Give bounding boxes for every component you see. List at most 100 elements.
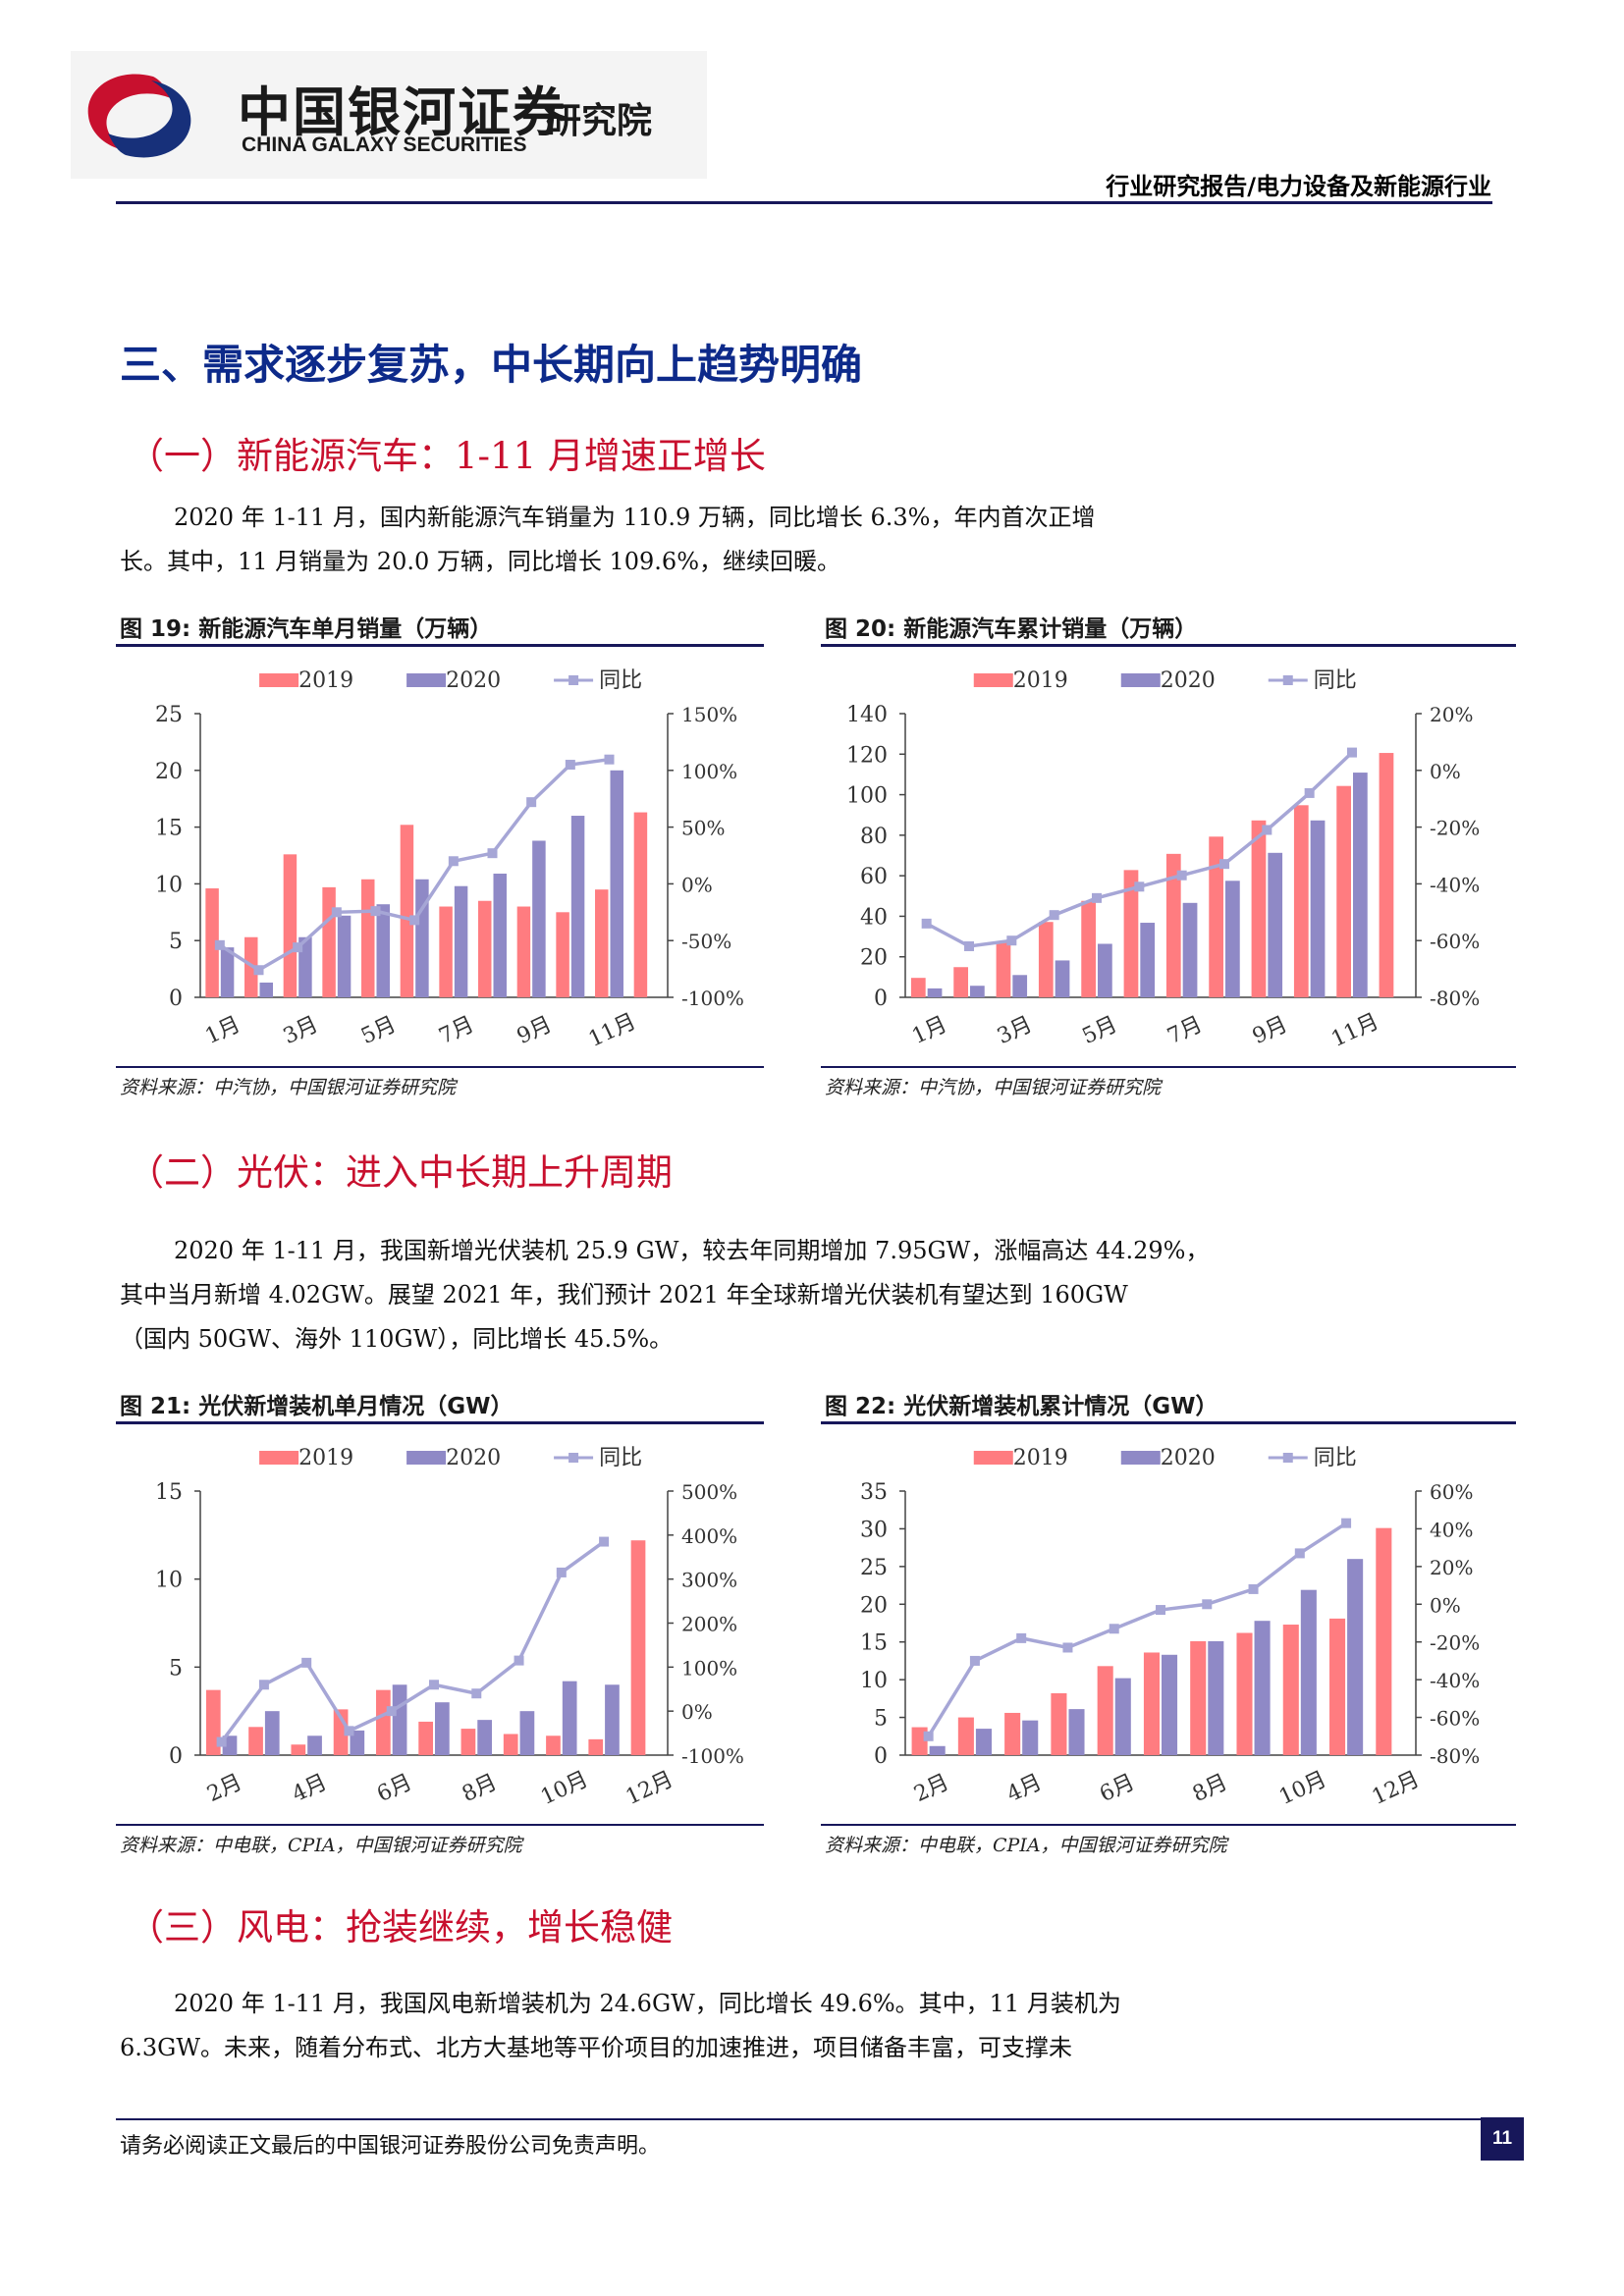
yoy-point	[514, 1655, 524, 1666]
bar-2019	[546, 1735, 561, 1755]
y-tick-label: 0	[169, 1744, 183, 1769]
bar-2020	[1140, 923, 1156, 997]
y-tick-label: 20	[860, 1593, 888, 1618]
y-tick-label: 15	[155, 817, 183, 841]
bar-2019	[1251, 820, 1267, 997]
y-tick-label: 140	[846, 703, 888, 727]
bar-2019	[1190, 1640, 1207, 1755]
bar-2020	[975, 1729, 992, 1755]
yoy-point	[429, 1680, 439, 1690]
bar-2019	[439, 906, 453, 997]
y-tick-label: 100	[846, 784, 888, 809]
page-number: 11	[1481, 2117, 1524, 2161]
x-tick-label: 5月	[357, 1012, 400, 1049]
header-divider	[116, 201, 1492, 204]
figure-rule	[116, 1066, 764, 1068]
y-tick-label: 5	[169, 930, 183, 954]
bar-2020	[264, 1711, 280, 1755]
x-tick-label: 3月	[280, 1012, 322, 1049]
legend-marker-yoy	[568, 675, 579, 685]
y-tick-label: 5	[169, 1656, 183, 1681]
bar-2019	[1051, 1692, 1067, 1755]
yoy-point	[1262, 825, 1272, 835]
bar-2020	[454, 885, 468, 997]
yoy-point	[253, 965, 264, 976]
yoy-point	[923, 1731, 934, 1741]
yoy-line	[925, 751, 1354, 948]
bar-2019	[1376, 1527, 1392, 1755]
yoy-point	[386, 1706, 397, 1717]
y2-tick-label: 50%	[681, 817, 725, 840]
y2-tick-label: 60%	[1430, 1480, 1473, 1504]
bar-2019	[953, 967, 968, 997]
yoy-point	[448, 856, 459, 867]
bar-2020	[1225, 881, 1240, 997]
yoy-point	[1109, 1624, 1119, 1634]
legend-label: 同比	[1314, 1446, 1357, 1470]
bar-2020	[1300, 1589, 1317, 1755]
y-tick-label: 20	[155, 760, 183, 784]
legend-swatch-2020	[406, 1451, 447, 1465]
bar-2020	[435, 1702, 450, 1755]
chart-pv-monthly: 2019 2020 同比 0 5 10 15 -100% 0% 100% 200% 300% 400% 5…	[155, 1446, 744, 1810]
y2-tick-label: 100%	[681, 760, 737, 783]
legend-marker-yoy	[568, 1453, 579, 1463]
figure-rule	[116, 1824, 764, 1826]
bar-2019	[1336, 785, 1351, 997]
bar-2019	[248, 1727, 263, 1755]
y2-tick-label: 200%	[681, 1613, 737, 1636]
y-tick-label: 120	[846, 743, 888, 768]
bar-2020	[1353, 773, 1368, 997]
yoy-point	[293, 942, 303, 953]
yoy-point	[604, 754, 615, 765]
bar-2019	[1004, 1712, 1021, 1755]
yoy-point	[1006, 935, 1017, 946]
report-type: 行业研究报告/电力设备及新能源行业	[1106, 173, 1491, 200]
figure-title: 图 20: 新能源汽车累计销量（万辆）	[825, 616, 1198, 642]
yoy-point	[1219, 859, 1229, 870]
x-tick-label: 6月	[1096, 1770, 1138, 1807]
bar-2020	[1162, 1654, 1178, 1755]
bar-2019	[911, 1727, 928, 1755]
figure-rule	[821, 1066, 1516, 1068]
yoy-point	[556, 1567, 567, 1577]
figure-title: 图 21: 光伏新增装机单月情况（GW）	[120, 1394, 514, 1419]
figure-title: 图 19: 新能源汽车单月销量（万辆）	[120, 616, 493, 642]
y2-tick-label: 300%	[681, 1569, 737, 1592]
bar-2019	[1081, 900, 1096, 997]
legend-marker-yoy	[1282, 1453, 1293, 1463]
bar-2019	[1038, 922, 1054, 997]
x-tick-label: 11月	[1327, 1009, 1382, 1052]
bar-2020	[220, 947, 235, 997]
subsection-title-wind: （三）风电：抢装继续，增长稳健	[128, 1906, 673, 1949]
footer-divider	[116, 2118, 1492, 2120]
paragraph-line: 6.3GW。未来，随着分布式、北方大基地等平价项目的加速推进，项目储备丰富，可支…	[120, 2034, 1073, 2061]
x-tick-label: 3月	[994, 1012, 1036, 1049]
y2-tick-label: 20%	[1430, 1556, 1473, 1579]
subsection-title-ev: （一）新能源汽车：1-11 月增速正增长	[128, 435, 766, 477]
y-tick-label: 15	[155, 1480, 183, 1505]
legend-swatch-2019	[259, 1451, 299, 1465]
bar-2020	[970, 986, 985, 997]
bar-2019	[595, 889, 609, 997]
chart-ev-cumulative: 2019 2020 同比 0 20 40 60 80 100 120 140 -80% -60% -40%…	[846, 668, 1480, 1052]
x-tick-label: 2月	[203, 1770, 245, 1807]
figure-source: 资料来源：中电联，CPIA，中国银河证券研究院	[825, 1835, 1227, 1856]
bar-2019	[376, 1689, 391, 1755]
bar-2019	[516, 906, 531, 997]
x-tick-label: 6月	[373, 1770, 415, 1807]
legend-swatch-2020	[406, 673, 447, 687]
legend-label: 2020	[446, 668, 501, 693]
x-tick-label: 1月	[201, 1012, 244, 1049]
figure-rule	[116, 644, 764, 647]
y2-tick-label: 0%	[1430, 1593, 1461, 1617]
y2-tick-label: 500%	[681, 1480, 737, 1504]
legend-swatch-2019	[973, 1451, 1013, 1465]
x-tick-label: 7月	[1164, 1012, 1206, 1049]
legend-label: 同比	[599, 1446, 642, 1470]
x-tick-label: 9月	[514, 1012, 556, 1049]
y2-tick-label: -80%	[1430, 987, 1480, 1010]
paragraph-line: 2020 年 1-11 月，国内新能源汽车销量为 110.9 万辆，同比增长 6…	[174, 504, 1096, 531]
yoy-point	[1304, 787, 1315, 798]
bar-2020	[1182, 902, 1198, 997]
